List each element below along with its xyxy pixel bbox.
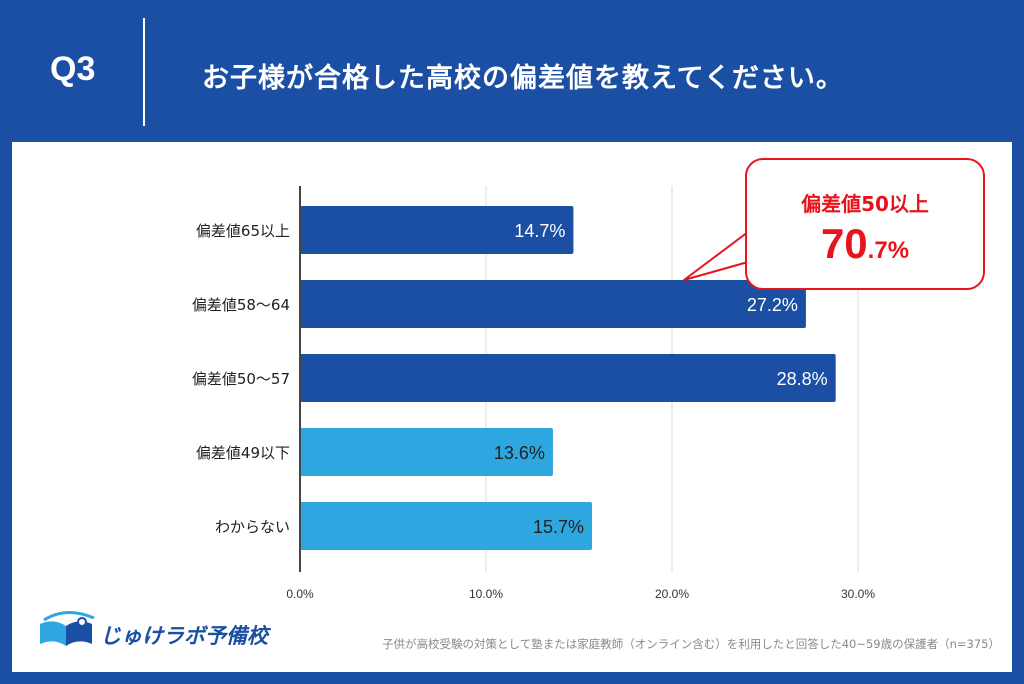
- open-book-icon: [40, 611, 95, 646]
- bar: [300, 502, 593, 550]
- data-label: 13.6%: [494, 443, 545, 463]
- bar: [300, 428, 553, 476]
- question-number: Q3: [50, 50, 96, 88]
- data-label: 28.8%: [777, 369, 828, 389]
- highlight-callout: 偏差値50以上 70.7%: [745, 158, 985, 290]
- x-tick-label: 30.0%: [841, 587, 875, 601]
- category-label: わからない: [215, 518, 290, 536]
- category-label: 偏差値49以下: [196, 444, 290, 462]
- data-label: 15.7%: [533, 517, 584, 537]
- header: Q3 お子様が合格した高校の偏差値を教えてください。: [0, 0, 1024, 140]
- logo-text: じゅけラボ予備校: [100, 624, 268, 648]
- bar: [300, 354, 836, 402]
- footnote: 子供が高校受験の対策として塾または家庭教師（オンライン含む）を利用したと回答した…: [382, 637, 1000, 651]
- bar: [300, 206, 574, 254]
- category-label: 偏差値65以上: [196, 222, 290, 240]
- callout-value: 70.7%: [747, 220, 983, 268]
- data-label: 14.7%: [514, 221, 565, 241]
- x-tick-label: 10.0%: [469, 587, 503, 601]
- bar: [300, 280, 806, 328]
- callout-value-integer: 70: [820, 220, 868, 267]
- question-text: お子様が合格した高校の偏差値を教えてください。: [202, 63, 844, 94]
- callout-value-decimal: .7%: [867, 237, 910, 264]
- x-tick-label: 20.0%: [655, 587, 689, 601]
- header-divider: [143, 18, 145, 126]
- category-label: 偏差値50〜57: [192, 370, 290, 388]
- x-tick-label: 0.0%: [286, 587, 314, 601]
- category-label: 偏差値58〜64: [192, 296, 290, 314]
- callout-label: 偏差値50以上: [801, 192, 929, 216]
- data-label: 27.2%: [747, 295, 798, 315]
